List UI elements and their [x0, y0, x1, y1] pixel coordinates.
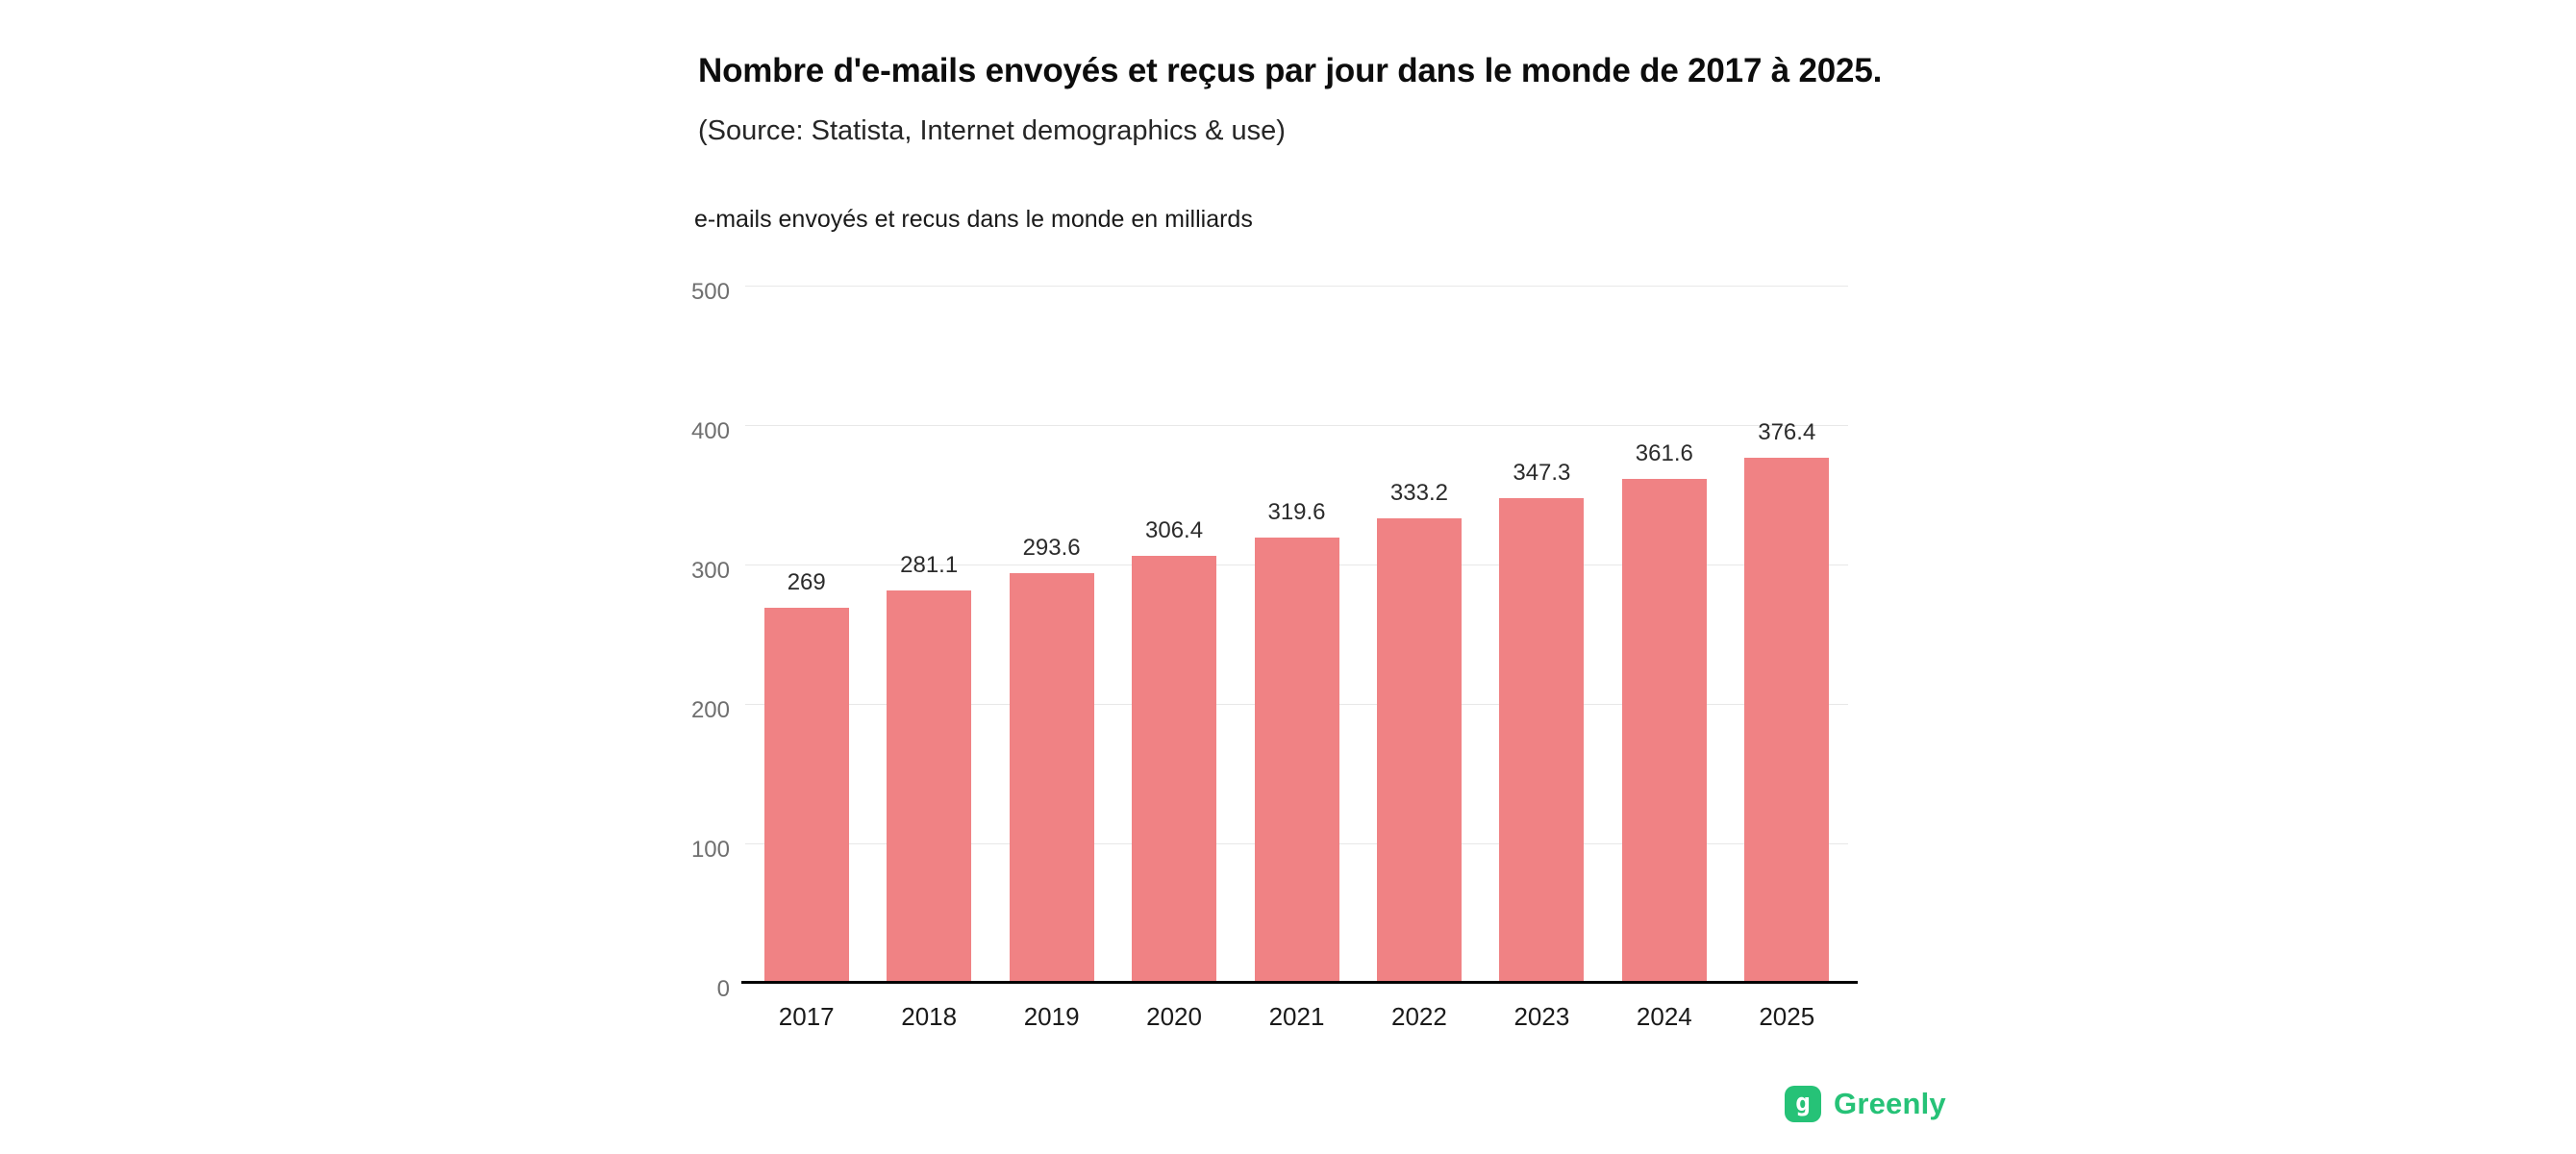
y-axis-title: e-mails envoyés et recus dans le monde e…: [694, 206, 1253, 233]
bar-2018: [887, 590, 972, 983]
value-label-2019: 293.6: [1022, 535, 1081, 562]
x-tick-label-2019: 2019: [1023, 1002, 1080, 1031]
y-tick-label-200: 200: [690, 697, 730, 723]
x-axis-baseline: [741, 981, 1858, 984]
bar-2020: [1132, 555, 1217, 983]
y-tick-label-500: 500: [690, 279, 730, 305]
plot-area: 0 100 200 300 400 500 269 2017 281.1 2018 293.6 201…: [691, 279, 1858, 1031]
greenly-logo-text: Greenly: [1834, 1087, 1946, 1120]
bar-2021: [1254, 537, 1339, 983]
x-tick-label-2025: 2025: [1759, 1002, 1815, 1031]
y-tick-label-100: 100: [690, 837, 730, 863]
x-tick-label-2024: 2024: [1636, 1002, 1692, 1031]
y-tick-label-400: 400: [690, 418, 730, 444]
greenly-logo: g Greenly: [1785, 1086, 1946, 1122]
x-tick-label-2018: 2018: [901, 1002, 958, 1031]
value-label-2018: 281.1: [900, 552, 959, 579]
value-label-2024: 361.6: [1635, 439, 1693, 466]
y-tick-label-300: 300: [690, 558, 730, 584]
gridline-500: [745, 286, 1848, 287]
y-tick-label-0: 0: [716, 976, 730, 1002]
x-tick-label-2023: 2023: [1513, 1002, 1570, 1031]
x-tick-label-2020: 2020: [1146, 1002, 1202, 1031]
bar-2024: [1621, 478, 1707, 983]
value-label-2021: 319.6: [1267, 498, 1326, 525]
value-label-2025: 376.4: [1758, 419, 1816, 446]
bar-2022: [1376, 517, 1462, 983]
greenly-g-letter: g: [1795, 1089, 1811, 1117]
gridline-400: [745, 425, 1848, 426]
value-label-2017: 269: [787, 568, 826, 595]
x-tick-label-2022: 2022: [1391, 1002, 1447, 1031]
chart-subtitle: (Source: Statista, Internet demographics…: [698, 115, 1286, 146]
bar-2019: [1009, 573, 1094, 983]
x-tick-label-2017: 2017: [778, 1002, 835, 1031]
value-label-2020: 306.4: [1145, 516, 1204, 543]
value-label-2023: 347.3: [1513, 460, 1571, 487]
bar-2017: [763, 607, 849, 983]
bar-2025: [1744, 458, 1830, 983]
bar-2023: [1499, 498, 1585, 983]
value-label-2022: 333.2: [1389, 479, 1448, 506]
greenly-g-icon: g: [1785, 1086, 1821, 1122]
chart-title: Nombre d'e-mails envoyés et reçus par jo…: [698, 52, 1883, 89]
x-tick-label-2021: 2021: [1268, 1002, 1325, 1031]
